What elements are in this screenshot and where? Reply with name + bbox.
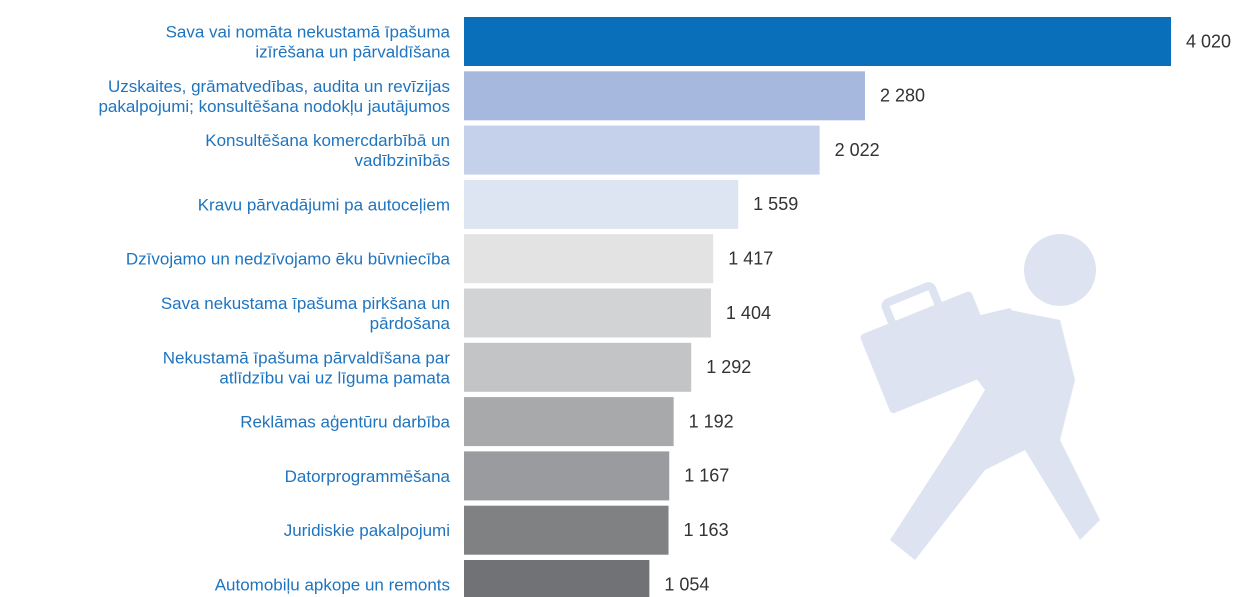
category-label: Juridiskie pakalpojumi	[284, 521, 450, 540]
bar	[464, 289, 711, 338]
category-label: Dzīvojamo un nedzīvojamo ēku būvniecība	[126, 250, 451, 269]
chart: 4 020 Sava vai nomāta nekustamā īpašumaiz…	[0, 0, 1246, 597]
value-label: 1 167	[684, 466, 729, 486]
bar	[464, 560, 649, 597]
category-label: Uzskaites, grāmatvedības, audita un revī…	[98, 77, 450, 116]
bar	[464, 180, 738, 229]
value-label: 1 559	[753, 194, 798, 214]
value-label: 1 054	[664, 574, 709, 594]
bar	[464, 506, 669, 555]
category-label: Automobiļu apkope un remonts	[215, 576, 450, 595]
category-label: Datorprogrammēšana	[285, 467, 451, 486]
category-label: Kravu pārvadājumi pa autoceļiem	[198, 195, 450, 214]
bar	[464, 234, 713, 283]
value-label: 1 292	[706, 357, 751, 377]
value-label: 1 417	[728, 248, 773, 268]
bar	[464, 17, 1171, 66]
bar	[464, 397, 674, 446]
category-label: Reklāmas aģentūru darbība	[240, 413, 450, 432]
bar	[464, 71, 865, 120]
bar	[464, 126, 820, 175]
value-label: 1 163	[684, 520, 729, 540]
decorative-figure	[852, 234, 1100, 560]
bar	[464, 343, 691, 392]
value-label: 1 192	[689, 411, 734, 431]
value-label: 1 404	[726, 303, 771, 323]
page: {"chart_data": {"type": "bar", "orientat…	[0, 0, 1246, 597]
value-label: 2 280	[880, 86, 925, 106]
value-label: 4 020	[1186, 31, 1231, 51]
value-label: 2 022	[835, 140, 880, 160]
bar	[464, 451, 669, 500]
